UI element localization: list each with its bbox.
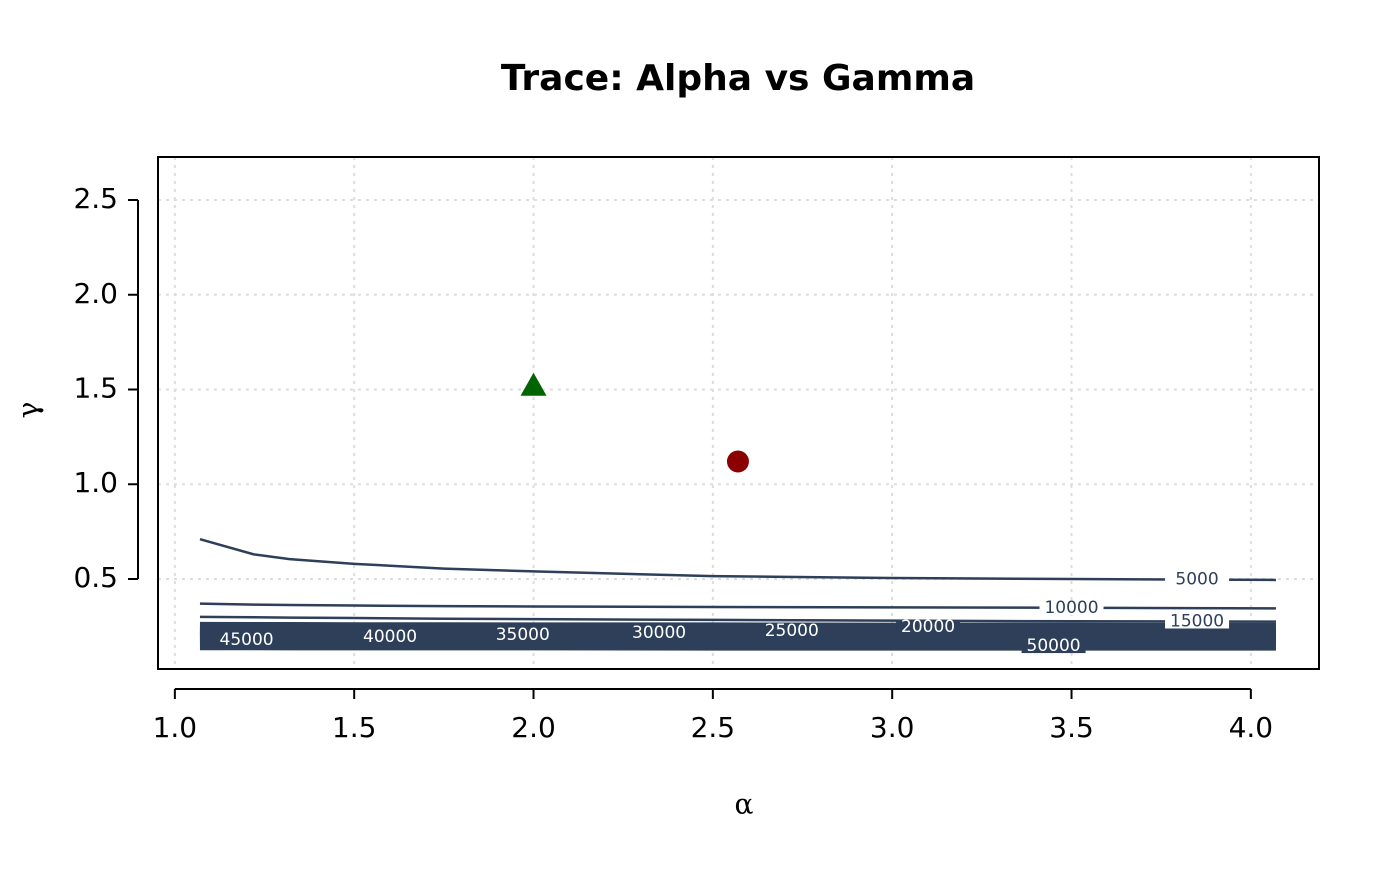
x-tick-label: 4.0 [1229, 711, 1274, 744]
contour-label: 25000 [765, 621, 819, 641]
contour-label: 40000 [363, 627, 417, 647]
contour-label: 35000 [496, 625, 550, 645]
chart-title: Trace: Alpha vs Gamma [501, 58, 975, 99]
contour-label: 50000 [1027, 636, 1081, 656]
plot-frame [158, 157, 1319, 669]
x-tick-label: 2.0 [511, 711, 556, 744]
y-tick-label: 2.5 [73, 182, 118, 215]
x-tick-label: 1.0 [153, 711, 198, 744]
y-tick-label: 2.0 [73, 277, 118, 310]
x-axis-label: α [735, 788, 754, 821]
x-tick-label: 3.5 [1049, 711, 1094, 744]
contour-label: 30000 [632, 623, 686, 643]
contour-label: 5000 [1175, 570, 1218, 590]
y-axis-label: γ [12, 402, 45, 419]
contour-line [200, 604, 1276, 609]
contour-line [200, 617, 1276, 622]
y-tick-label: 1.0 [73, 466, 118, 499]
contour-label: 45000 [220, 630, 274, 650]
point-marker [521, 373, 547, 396]
x-tick-label: 1.5 [332, 711, 377, 744]
contour-label: 15000 [1170, 611, 1224, 631]
y-tick-label: 1.5 [73, 372, 118, 405]
y-tick-label: 0.5 [73, 561, 118, 594]
x-tick-label: 3.0 [870, 711, 915, 744]
x-tick-label: 2.5 [691, 711, 736, 744]
contour-label: 10000 [1044, 598, 1098, 618]
contour-label: 20000 [901, 617, 955, 637]
contour-line [200, 539, 1276, 580]
point-marker [727, 451, 749, 473]
